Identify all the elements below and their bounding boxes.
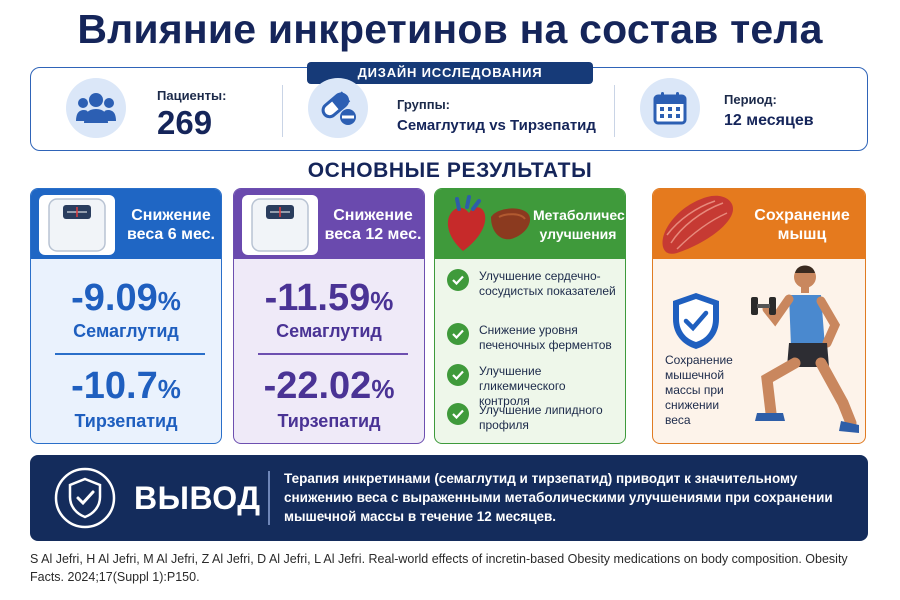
conclusion-text: Терапия инкретинами (семаглутид и тирзеп…	[284, 471, 833, 524]
card-header: Метаболические улучшения	[435, 189, 625, 259]
shield-check-icon	[54, 467, 116, 529]
results-title: ОСНОВНЫЕ РЕЗУЛЬТАТЫ	[307, 159, 593, 182]
tirzepatide-label: Тирзепатид	[277, 411, 381, 431]
design-separator	[282, 85, 283, 137]
semaglutide-12m-value: -11.59%	[264, 277, 394, 319]
scale-icon	[242, 195, 318, 255]
shield-check-icon	[673, 293, 719, 349]
conclusion-separator	[268, 471, 270, 525]
metabolic-item: Снижение уровня печеночных ферментов	[479, 323, 612, 352]
people-icon	[66, 78, 126, 138]
list-item: Улучшение сердечно-сосудистых показателе…	[447, 269, 619, 299]
list-item: Улучшение гликемического контроля	[447, 364, 619, 409]
weight-6m-card: Снижение веса 6 мес. -9.09% Семаглутид -…	[30, 188, 222, 444]
design-separator	[614, 85, 615, 137]
card-title-line2: мышц	[777, 226, 827, 243]
semaglutide-label: Семаглутид	[276, 321, 382, 341]
card-divider	[55, 353, 205, 355]
metabolic-card: Метаболические улучшения Улучшение серде…	[434, 188, 626, 444]
athlete-lunge-icon	[751, 265, 859, 433]
conclusion-banner: ВЫВОД Терапия инкретинами (семаглутид и …	[30, 455, 868, 541]
period-value: 12 месяцев	[724, 112, 814, 129]
semaglutide-6m-value: -9.09%	[71, 277, 181, 319]
scale-icon	[39, 195, 115, 255]
weight-12m-card: Снижение веса 12 мес. -11.59% Семаглутид…	[233, 188, 425, 444]
check-icon	[447, 364, 469, 386]
metabolic-item: Улучшение липидного профиля	[479, 403, 603, 432]
heart-liver-icon	[447, 195, 531, 251]
card-header: Снижение веса 12 мес.	[234, 189, 424, 259]
check-icon	[447, 323, 469, 345]
page-title: Влияние инкретинов на состав тела	[77, 6, 823, 52]
tirzepatide-label: Тирзепатид	[74, 411, 178, 431]
card-title-line1: Сохранение	[754, 207, 850, 224]
tirzepatide-12m-value: -22.02%	[263, 365, 395, 407]
groups-label: Группы:	[397, 97, 451, 112]
card-title-line2: веса 12 мес.	[324, 226, 422, 243]
calendar-icon	[640, 78, 700, 138]
muscle-text: Сохранение мышечной массы при снижении в…	[665, 353, 733, 427]
groups-value: Семаглутид vs Тирзепатид	[397, 117, 596, 134]
metabolic-item: Улучшение гликемического контроля	[479, 364, 566, 408]
patients-value: 269	[157, 104, 213, 141]
reference-citation: S Al Jefri, H Al Jefri, M Al Jefri, Z Al…	[30, 552, 848, 584]
conclusion-title: ВЫВОД	[134, 480, 261, 516]
check-icon	[447, 269, 469, 291]
card-header: Снижение веса 6 мес.	[31, 189, 221, 259]
card-title-line1: Снижение	[333, 207, 413, 224]
muscle-card: Сохранение мышц Сохранение мышечной масс…	[652, 188, 866, 444]
card-divider	[258, 353, 408, 355]
check-icon	[447, 403, 469, 425]
semaglutide-label: Семаглутид	[73, 321, 179, 341]
study-design-tag: ДИЗАЙН ИССЛЕДОВАНИЯ	[307, 62, 593, 84]
period-label: Период:	[724, 92, 777, 107]
card-title-line2: улучшения	[539, 226, 617, 242]
list-item: Улучшение липидного профиля	[447, 403, 619, 433]
pills-icon	[308, 78, 368, 138]
card-title-line1: Снижение	[131, 207, 211, 224]
patients-label: Пациенты:	[157, 88, 227, 103]
muscle-icon	[662, 195, 733, 254]
card-title-line1: Метаболические	[533, 207, 625, 223]
list-item: Снижение уровня печеночных ферментов	[447, 323, 619, 353]
metabolic-item: Улучшение сердечно-сосудистых показателе…	[479, 269, 616, 298]
card-title-line2: веса 6 мес.	[127, 226, 215, 243]
tirzepatide-6m-value: -10.7%	[71, 365, 181, 407]
card-header: Сохранение мышц	[653, 189, 865, 259]
